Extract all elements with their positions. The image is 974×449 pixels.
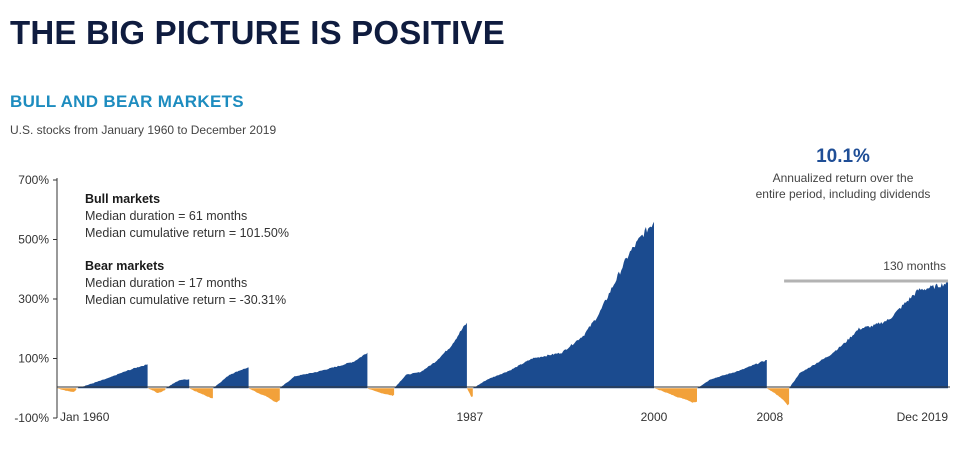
- bull-market-area-7: [697, 360, 767, 389]
- bull-market-area-1: [76, 364, 148, 389]
- bear-market-area-3: [189, 388, 213, 399]
- y-tick-label: 300%: [18, 292, 49, 306]
- market-notes: Bull markets Median duration = 61 months…: [85, 192, 289, 307]
- x-tick-label: 2008: [756, 410, 783, 424]
- bear-market-area-1: [57, 388, 77, 392]
- bull-market-area-4: [279, 352, 368, 389]
- bull-market-area-6: [472, 221, 654, 389]
- bear-market-area-8: [766, 388, 790, 406]
- bull-duration: Median duration = 61 months: [85, 209, 247, 223]
- annualized-return-value: 10.1%: [816, 146, 870, 167]
- bull-market-area-2: [165, 379, 190, 389]
- annualized-return-line2: entire period, including dividends: [756, 187, 931, 201]
- bull-market-area-3: [212, 367, 249, 389]
- chart-subtitle: BULL AND BEAR MARKETS: [10, 92, 244, 111]
- y-tick-label: 700%: [18, 173, 49, 187]
- x-tick-label: Jan 1960: [60, 410, 110, 424]
- page-title: THE BIG PICTURE IS POSITIVE: [10, 14, 505, 51]
- y-tick-label: 500%: [18, 233, 49, 247]
- bracket-label: 130 months: [883, 259, 946, 273]
- annualized-return-line1: Annualized return over the: [773, 171, 914, 185]
- bear-market-area-5: [367, 388, 395, 396]
- bull-market-area-8: [789, 280, 948, 389]
- x-tick-label: 2000: [641, 410, 668, 424]
- bear-market-area-4: [248, 388, 280, 403]
- x-tick-label: 1987: [456, 410, 483, 424]
- bull-market-area-5: [394, 322, 467, 389]
- x-tick-label: Dec 2019: [897, 410, 949, 424]
- bull-return: Median cumulative return = 101.50%: [85, 226, 289, 240]
- bear-market-area-7: [654, 388, 697, 403]
- bull-title: Bull markets: [85, 192, 160, 206]
- bear-duration: Median duration = 17 months: [85, 276, 247, 290]
- bear-market-area-2: [147, 388, 166, 393]
- bear-title: Bear markets: [85, 259, 164, 273]
- y-tick-label: 100%: [18, 352, 49, 366]
- return-annotation: 10.1% Annualized return over the entire …: [756, 146, 931, 201]
- bear-return: Median cumulative return = -30.31%: [85, 293, 286, 307]
- bear-market-area-6: [466, 388, 473, 397]
- chart-description: U.S. stocks from January 1960 to Decembe…: [10, 123, 277, 137]
- y-tick-label: -100%: [14, 411, 49, 425]
